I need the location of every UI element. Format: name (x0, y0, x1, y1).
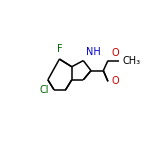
Text: O: O (111, 48, 119, 58)
Text: O: O (111, 76, 119, 86)
Text: CH₃: CH₃ (123, 56, 141, 66)
Text: Cl: Cl (39, 85, 49, 95)
Text: NH: NH (86, 47, 101, 57)
Text: F: F (57, 44, 62, 54)
